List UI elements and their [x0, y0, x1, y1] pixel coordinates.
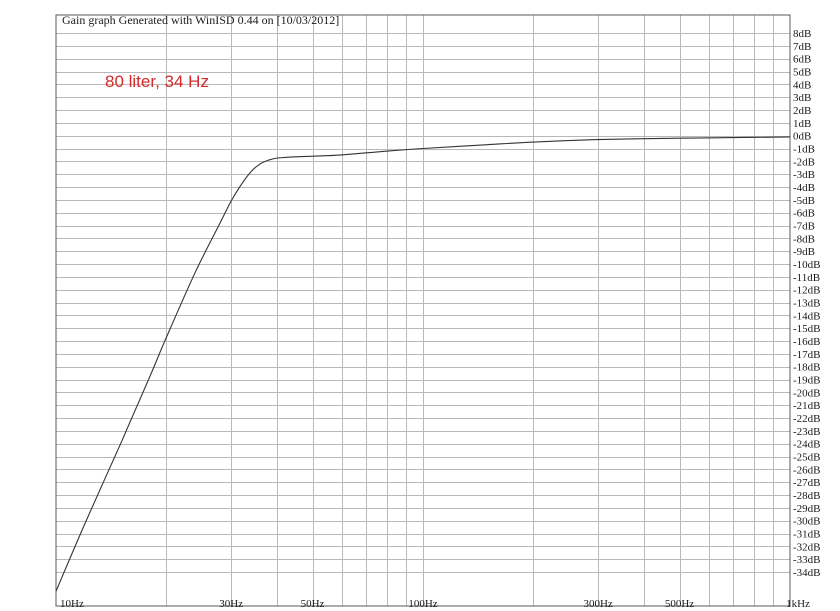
y-tick-label: -22dB: [793, 413, 821, 425]
chart-annotation: 80 liter, 34 Hz: [105, 72, 209, 91]
y-tick-label: 8dB: [793, 28, 811, 40]
y-tick-label: -26dB: [793, 464, 821, 476]
y-tick-label: 2dB: [793, 105, 811, 117]
grid: [56, 15, 790, 606]
y-tick-label: -14dB: [793, 310, 821, 322]
y-tick-label: -16dB: [793, 336, 821, 348]
y-tick-label: 1dB: [793, 118, 811, 130]
y-tick-label: -9dB: [793, 246, 815, 258]
y-tick-label: -13dB: [793, 298, 821, 310]
y-tick-label: -18dB: [793, 362, 821, 374]
y-tick-label: 4dB: [793, 79, 811, 91]
y-tick-label: -1dB: [793, 144, 815, 156]
y-axis-labels: 8dB7dB6dB5dB4dB3dB2dB1dB0dB-1dB-2dB-3dB-…: [793, 28, 821, 579]
y-tick-label: -31dB: [793, 529, 821, 541]
x-axis-labels: 10Hz 30Hz 50Hz 100Hz 300Hz 500Hz 1kHz: [60, 598, 810, 610]
y-tick-label: 5dB: [793, 67, 811, 79]
y-tick-label: -7dB: [793, 221, 815, 233]
y-tick-label: -2dB: [793, 156, 815, 168]
y-tick-label: -10dB: [793, 259, 821, 271]
x-tick-label: 500Hz: [665, 598, 694, 610]
y-tick-label: -8dB: [793, 233, 815, 245]
y-tick-label: 7dB: [793, 41, 811, 53]
y-tick-label: -20dB: [793, 387, 821, 399]
y-tick-label: -30dB: [793, 516, 821, 528]
y-tick-label: 6dB: [793, 54, 811, 66]
y-tick-label: -5dB: [793, 195, 815, 207]
y-tick-label: -11dB: [793, 272, 820, 284]
y-tick-label: -25dB: [793, 452, 821, 464]
y-tick-label: -17dB: [793, 349, 821, 361]
y-tick-label: -27dB: [793, 477, 821, 489]
y-tick-label: -15dB: [793, 323, 821, 335]
y-tick-label: -29dB: [793, 503, 821, 515]
x-tick-label: 300Hz: [583, 598, 612, 610]
chart-title: Gain graph Generated with WinISD 0.44 on…: [62, 13, 339, 27]
gain-curve: [55, 136, 791, 592]
y-tick-label: 0dB: [793, 131, 811, 143]
x-tick-label: 1kHz: [786, 598, 810, 610]
x-tick-label: 30Hz: [219, 598, 243, 610]
y-tick-label: -12dB: [793, 285, 821, 297]
y-tick-label: -33dB: [793, 554, 821, 566]
y-tick-label: -28dB: [793, 490, 821, 502]
y-tick-label: -6dB: [793, 208, 815, 220]
x-tick-label: 50Hz: [301, 598, 325, 610]
y-tick-label: -21dB: [793, 400, 821, 412]
plot-frame: [55, 14, 791, 607]
y-tick-label: -23dB: [793, 426, 821, 438]
y-tick-label: -3dB: [793, 169, 815, 181]
x-tick-label: 10Hz: [60, 598, 84, 610]
y-tick-label: 3dB: [793, 92, 811, 104]
y-tick-label: -32dB: [793, 541, 821, 553]
y-tick-label: -24dB: [793, 439, 821, 451]
y-tick-label: -34dB: [793, 567, 821, 579]
y-tick-label: -19dB: [793, 375, 821, 387]
y-tick-label: -4dB: [793, 182, 815, 194]
x-tick-label: 100Hz: [408, 598, 437, 610]
